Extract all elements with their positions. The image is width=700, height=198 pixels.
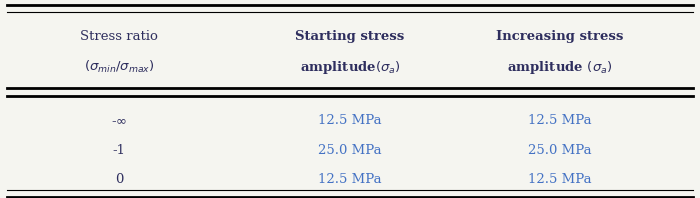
- Text: 25.0 MPa: 25.0 MPa: [318, 144, 382, 157]
- Text: Starting stress: Starting stress: [295, 30, 405, 43]
- Text: 12.5 MPa: 12.5 MPa: [528, 173, 592, 186]
- Text: amplitude $(\sigma_a)$: amplitude $(\sigma_a)$: [508, 59, 612, 76]
- Text: Increasing stress: Increasing stress: [496, 30, 624, 43]
- Text: -$\infty$: -$\infty$: [111, 114, 127, 127]
- Text: amplitude$(\sigma_a)$: amplitude$(\sigma_a)$: [300, 59, 400, 76]
- Text: 25.0 MPa: 25.0 MPa: [528, 144, 592, 157]
- Text: 12.5 MPa: 12.5 MPa: [318, 173, 382, 186]
- Text: -1: -1: [113, 144, 125, 157]
- Text: 12.5 MPa: 12.5 MPa: [318, 114, 382, 127]
- Text: 12.5 MPa: 12.5 MPa: [528, 114, 592, 127]
- Text: Stress ratio: Stress ratio: [80, 30, 158, 43]
- Text: 0: 0: [115, 173, 123, 186]
- Text: $(\sigma_{min}/\sigma_{max})$: $(\sigma_{min}/\sigma_{max})$: [83, 59, 155, 75]
